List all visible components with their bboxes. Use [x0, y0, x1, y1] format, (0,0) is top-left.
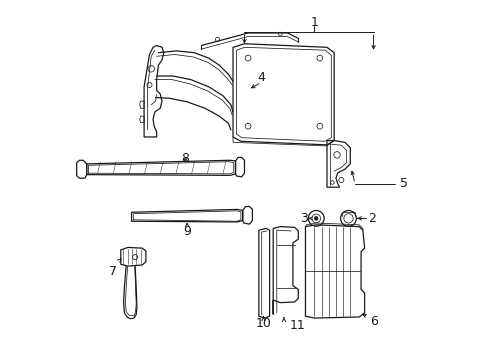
Text: 10: 10: [255, 317, 270, 330]
Text: 8: 8: [181, 152, 189, 165]
Text: 4: 4: [257, 71, 265, 84]
Text: 11: 11: [289, 319, 305, 332]
Text: 1: 1: [310, 16, 318, 29]
Circle shape: [314, 217, 317, 220]
Text: 7: 7: [108, 265, 116, 278]
Text: 3: 3: [299, 212, 307, 225]
Text: 5: 5: [399, 177, 407, 190]
Text: 9: 9: [183, 225, 191, 238]
Text: 2: 2: [367, 212, 375, 225]
Text: 6: 6: [369, 315, 377, 328]
